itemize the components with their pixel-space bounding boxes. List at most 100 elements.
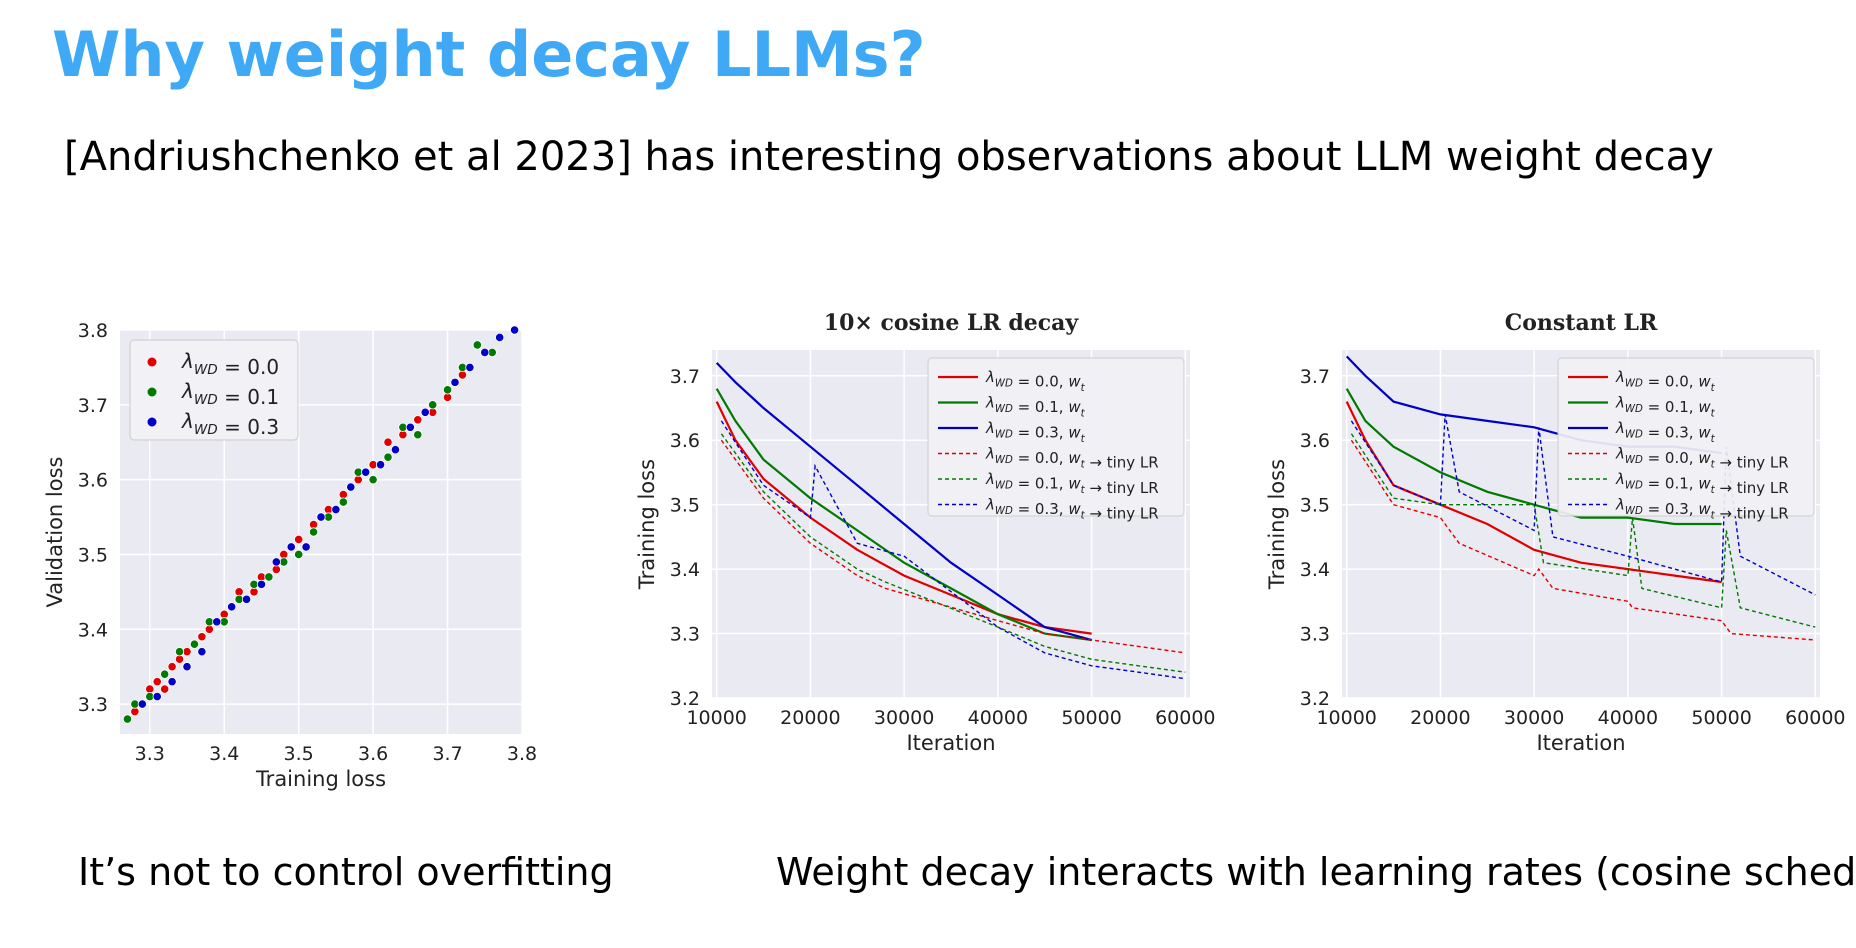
legend-box [1557,357,1815,517]
caption-learning-rates: Weight decay interacts with learning rat… [776,850,1856,894]
scatter-point-blue [346,482,356,492]
legend-box [129,339,299,441]
scatter-point-green [174,647,185,657]
x-tick-label: 10000 [686,707,746,729]
y-tick-label: 3.7 [78,395,108,417]
scatter-point-blue [197,647,207,657]
x-axis-label: Iteration [1536,731,1625,755]
y-tick-label: 3.5 [1300,495,1330,517]
legend-label: λWD = 0.1, wt [1615,394,1716,420]
scatter-point-blue [271,557,281,567]
scatter-point-blue [137,699,147,709]
y-tick-label: 3.6 [1300,430,1330,452]
y-tick-label: 3.2 [1300,688,1330,710]
scatter-point-blue [331,504,341,515]
y-tick-label: 3.4 [78,619,108,641]
legend-label: λWD = 0.0, wt → tiny LR [1615,445,1789,472]
legend-label: λWD = 0.0, wt [985,368,1086,394]
scatter-point-blue [301,542,311,552]
scatter-point-green [472,340,482,350]
scatter-point-green [383,452,393,462]
y-tick-label: 3.6 [78,470,108,492]
legend-label: λWD = 0.3, wt → tiny LR [1615,496,1789,523]
y-tick-label: 3.4 [1300,559,1330,581]
scatter-point-green [308,527,319,537]
scatter-point-blue [316,512,326,522]
y-axis-label: Training loss [1265,459,1289,590]
x-tick-label: 50000 [1691,707,1751,729]
scatter-point-red [152,677,162,687]
caption-overfitting: It’s not to control overfitting [78,850,614,894]
legend-label: λWD = 0.3 [181,409,279,439]
scatter-point-green [338,497,348,507]
scatter-point-blue [390,445,401,455]
x-tick-label: 3.4 [209,743,239,765]
scatter-point-blue [420,407,430,417]
scatter-point-blue [227,602,237,612]
legend-marker-red [147,357,157,367]
legend-label: λWD = 0.3, wt [1615,419,1716,445]
scatter-point-green [294,549,304,560]
x-tick-label: 30000 [874,707,934,729]
scatter-point-green [160,669,170,679]
x-tick-label: 40000 [1598,707,1658,729]
y-tick-label: 3.5 [670,495,700,517]
scatter-point-red [197,632,207,642]
y-tick-label: 3.5 [78,544,108,566]
scatter-point-blue [375,460,386,470]
scatter-point-green [413,430,423,440]
series-line-blue-solid [715,362,1092,642]
y-tick-label: 3.4 [670,559,700,581]
chart-constant: 10000 20000 30000 40000 50000 60000 3.2 3.3 3.4 3… [1265,310,1846,755]
x-tick-label: 40000 [968,707,1028,729]
slide-subtitle: [Andriushchenko et al 2023] has interest… [64,134,1714,180]
y-tick-label: 3.3 [670,624,700,646]
scatter-point-red [383,437,393,447]
scatter-point-red [167,662,177,672]
x-tick-label: 30000 [1504,707,1564,729]
slide-title: Why weight decay LLMs? [52,18,926,91]
scatter-point-red [160,684,170,694]
series-line-red-solid [715,401,1092,635]
x-tick-label: 3.8 [507,743,537,765]
y-axis-label: Validation loss [43,457,67,608]
x-axis-label: Iteration [906,731,995,755]
series-line-red-dashed [720,439,1186,654]
scatter-point-green [122,714,133,724]
y-tick-label: 3.2 [670,688,700,710]
legend-marker-green [147,387,157,397]
series-line-red-dashed [1350,439,1816,641]
legend-label: λWD = 0.1 [181,379,279,409]
legend-label: λWD = 0.0, wt [1615,368,1716,394]
scatter-point-green [442,385,453,395]
scatter-point-blue [405,422,415,432]
x-tick-label: 20000 [780,707,840,729]
x-axis-label: Training loss [255,767,386,791]
series-line-blue-dashed [720,420,1186,680]
legend-label: λWD = 0.3, wt [985,419,1086,445]
x-tick-label: 3.5 [284,743,314,765]
scatter-point-blue [480,347,490,358]
x-tick-label: 3.7 [432,743,462,765]
scatter-point-red [294,534,304,545]
y-tick-label: 3.7 [670,366,700,388]
scatter-point-blue [152,691,162,702]
legend-label: λWD = 0.0, wt → tiny LR [985,445,1159,472]
scatter-point-green [428,400,438,410]
legend-label: λWD = 0.3, wt → tiny LR [985,496,1159,523]
legend-label: λWD = 0.1, wt → tiny LR [985,470,1159,497]
legend-label: λWD = 0.1, wt [985,394,1086,420]
scatter-point-blue [167,677,177,687]
scatter-point-blue [286,542,296,552]
x-tick-label: 20000 [1410,707,1470,729]
x-tick-label: 3.6 [358,743,388,765]
series-line-green-solid [715,388,1092,642]
x-tick-label: 60000 [1785,707,1845,729]
scatter-point-green [368,475,378,485]
x-tick-label: 10000 [1316,707,1376,729]
chart-scatter: 3.3 3.4 3.5 3.6 3.7 3.8 3.3 3.4 3.5 3.6 3.7 3.8 Trai… [43,320,537,791]
